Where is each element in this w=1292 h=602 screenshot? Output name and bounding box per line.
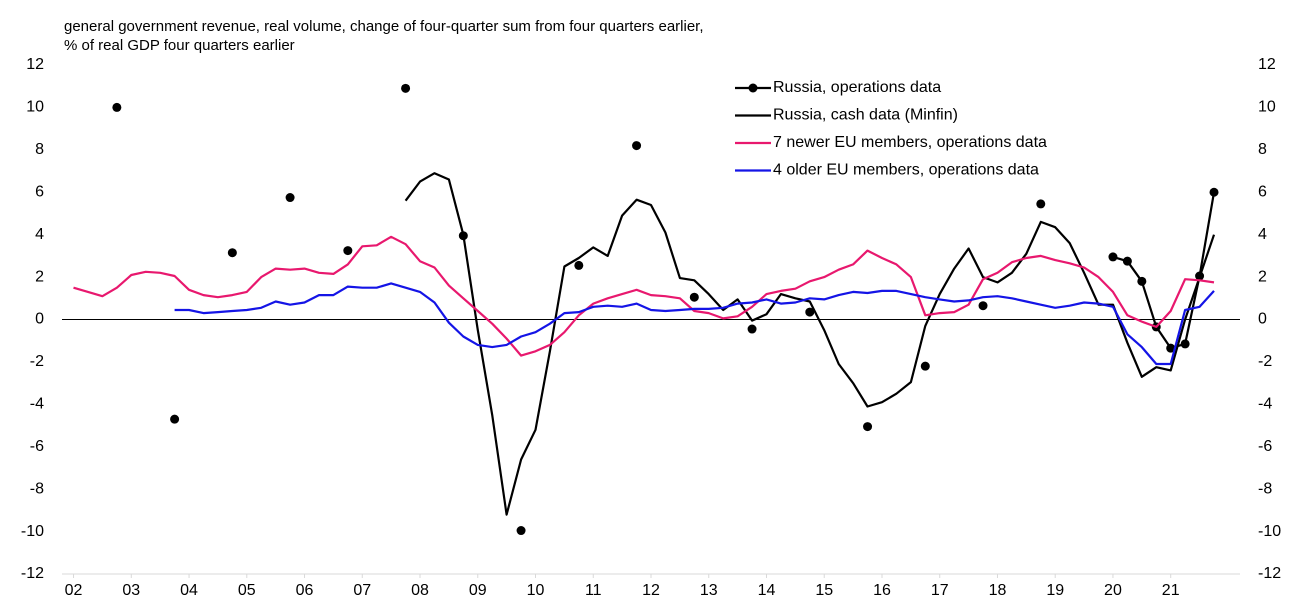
x-tick-label: 20	[1104, 582, 1122, 599]
y-tick-label: -10	[21, 523, 44, 540]
y2-tick-label: 12	[1258, 56, 1276, 73]
data-point	[1166, 343, 1176, 353]
series-line	[404, 172, 1216, 516]
subtitle: general government revenue, real volume,…	[64, 18, 704, 35]
y-tick-label: 4	[35, 226, 44, 243]
y2-tick-label: 4	[1258, 226, 1267, 243]
x-tick-label: 09	[469, 582, 487, 599]
data-point	[747, 324, 757, 334]
data-point	[170, 414, 180, 424]
data-point	[1122, 256, 1132, 266]
legend-label: Russia, cash data (Minfin)	[773, 107, 958, 124]
data-point	[1137, 276, 1147, 286]
legend-label: Russia, operations data	[773, 79, 941, 96]
x-tick-label: 02	[65, 582, 83, 599]
data-point	[574, 260, 584, 270]
y2-tick-label: -8	[1258, 480, 1272, 497]
y-tick-label: -12	[21, 565, 44, 582]
x-tick-label: 07	[353, 582, 371, 599]
series-line	[174, 282, 1215, 366]
data-point	[516, 526, 526, 536]
y2-tick-label: -6	[1258, 438, 1272, 455]
data-point	[632, 141, 642, 151]
x-tick-label: 11	[585, 582, 602, 599]
x-tick-label: 19	[1046, 582, 1064, 599]
legend-marker	[748, 83, 758, 93]
data-point	[863, 422, 873, 432]
data-point	[1180, 339, 1190, 349]
y-tick-label: 12	[26, 56, 44, 73]
x-tick-label: 14	[758, 582, 776, 599]
legend-label: 4 older EU members, operations data	[773, 162, 1039, 179]
y-tick-label: 10	[26, 99, 44, 116]
y2-tick-label: 2	[1258, 268, 1267, 285]
data-point	[920, 361, 930, 371]
x-tick-label: 21	[1162, 582, 1180, 599]
data-point	[689, 292, 699, 302]
data-point	[1036, 199, 1046, 209]
y-tick-label: -2	[30, 353, 44, 370]
series-line	[73, 235, 1215, 357]
y2-tick-label: 8	[1258, 141, 1267, 158]
x-tick-label: 06	[296, 582, 314, 599]
y-tick-label: -4	[30, 396, 44, 413]
x-tick-label: 05	[238, 582, 256, 599]
x-tick-label: 13	[700, 582, 718, 599]
x-tick-label: 04	[180, 582, 198, 599]
x-tick-label: 03	[122, 582, 140, 599]
x-tick-label: 18	[989, 582, 1007, 599]
y2-tick-label: -4	[1258, 396, 1272, 413]
legend-label: 7 newer EU members, operations data	[773, 134, 1047, 151]
y2-tick-label: 10	[1258, 99, 1276, 116]
y2-tick-label: -2	[1258, 353, 1272, 370]
x-tick-label: 15	[815, 582, 833, 599]
subtitle: % of real GDP four quarters earlier	[64, 37, 295, 54]
y-tick-label: -8	[30, 480, 44, 497]
x-tick-label: 12	[642, 582, 660, 599]
data-point	[227, 248, 237, 258]
y-tick-label: 2	[35, 268, 44, 285]
y-tick-label: 6	[35, 183, 44, 200]
data-point	[1209, 187, 1219, 197]
data-point	[343, 246, 353, 256]
y2-tick-label: 0	[1258, 311, 1267, 328]
y-tick-label: 0	[35, 311, 44, 328]
data-point	[285, 193, 295, 203]
data-point	[401, 83, 411, 93]
data-point	[112, 102, 122, 112]
data-point	[805, 307, 815, 317]
data-point	[978, 301, 988, 311]
y-tick-label: -6	[30, 438, 44, 455]
x-tick-label: 08	[411, 582, 429, 599]
data-point	[1108, 252, 1118, 262]
series-line	[1112, 192, 1216, 350]
y-tick-label: 8	[35, 141, 44, 158]
y2-tick-label: -10	[1258, 523, 1281, 540]
x-tick-label: 16	[873, 582, 891, 599]
x-tick-label: 10	[527, 582, 545, 599]
y2-tick-label: 6	[1258, 183, 1267, 200]
x-tick-label: 17	[931, 582, 949, 599]
y2-tick-label: -12	[1258, 565, 1281, 582]
